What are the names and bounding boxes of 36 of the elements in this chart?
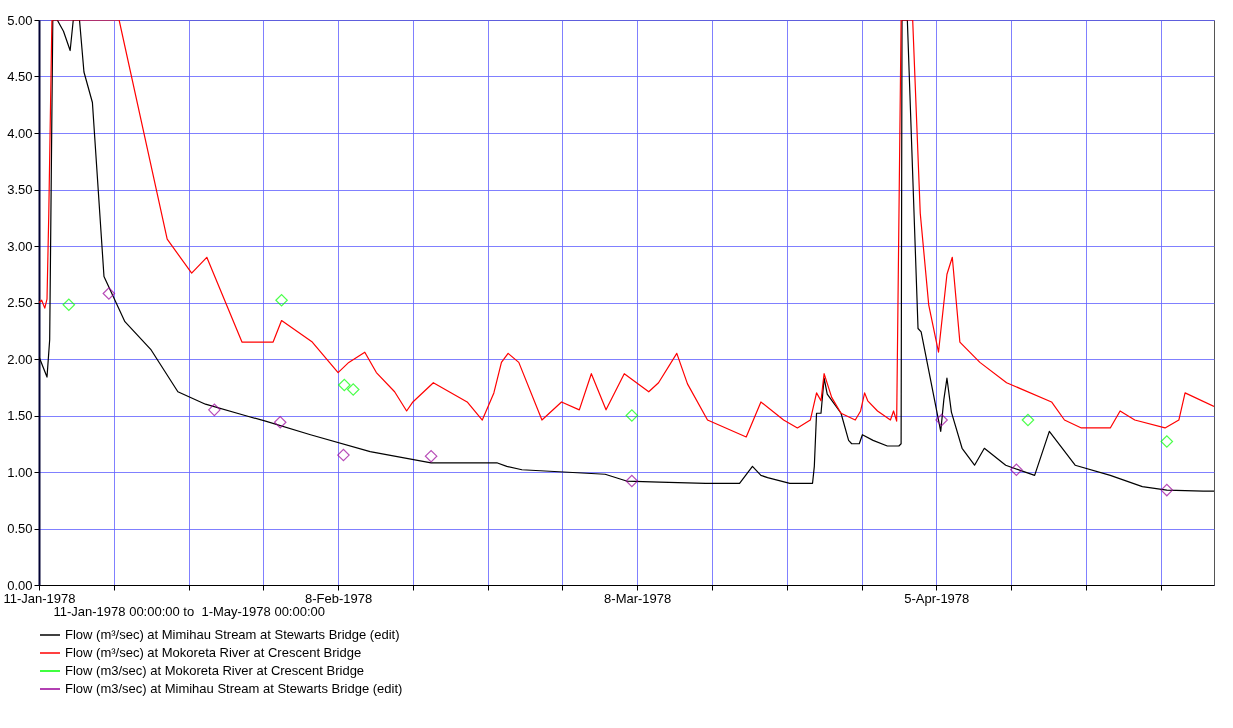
y-tick-label: 0.00 [7,577,33,593]
point [275,293,288,307]
x-tick-label: 8-Feb-1978 [304,590,373,606]
x-axis-title: 11-Jan-1978 00:00:00 to 1-May-1978 00:00:00 [53,603,326,619]
legend-label: Flow (m3/sec) at Mimihau Stream at Stewarts Bridge (edit) [65,681,403,696]
point [1021,413,1035,427]
y-tick-label: 2.00 [7,351,33,367]
point [338,378,351,392]
legend-label: Flow (m3/sec) at Mokoreta River at Crescent Bridge [65,663,365,678]
point [102,287,116,300]
point [625,474,639,488]
y-tick-label: 3.00 [7,238,33,254]
point [424,449,438,463]
y-tick-label: 1.00 [7,464,33,480]
y-tick-label: 5.00 [7,12,33,28]
point [337,448,350,462]
y-tick-label: 4.50 [7,69,33,84]
point [273,415,287,429]
y-tick-label: 0.50 [7,521,33,536]
y-tick-label: 3.50 [7,182,33,197]
x-tick-label: 11-Jan-1978 [3,590,76,606]
point [1160,435,1174,448]
x-tick-label: 8-Mar-1978 [604,590,672,606]
point [625,409,639,422]
legend-label: Flow (m³/sec) at Mimihau Stream at Stewarts Bridge (edit) [65,627,400,642]
point [346,383,360,396]
point [62,298,76,312]
point [208,403,221,417]
point [935,413,948,427]
y-tick-label: 2.50 [7,295,33,310]
point [1010,463,1023,477]
legend-label: Flow (m³/sec) at Mokoreta River at Crescent Bridge [65,645,362,660]
y-tick-label: 4.00 [7,125,33,141]
x-tick-label: 5-Apr-1978 [904,590,970,606]
y-tick-label: 1.50 [7,408,33,423]
point [1160,483,1174,497]
